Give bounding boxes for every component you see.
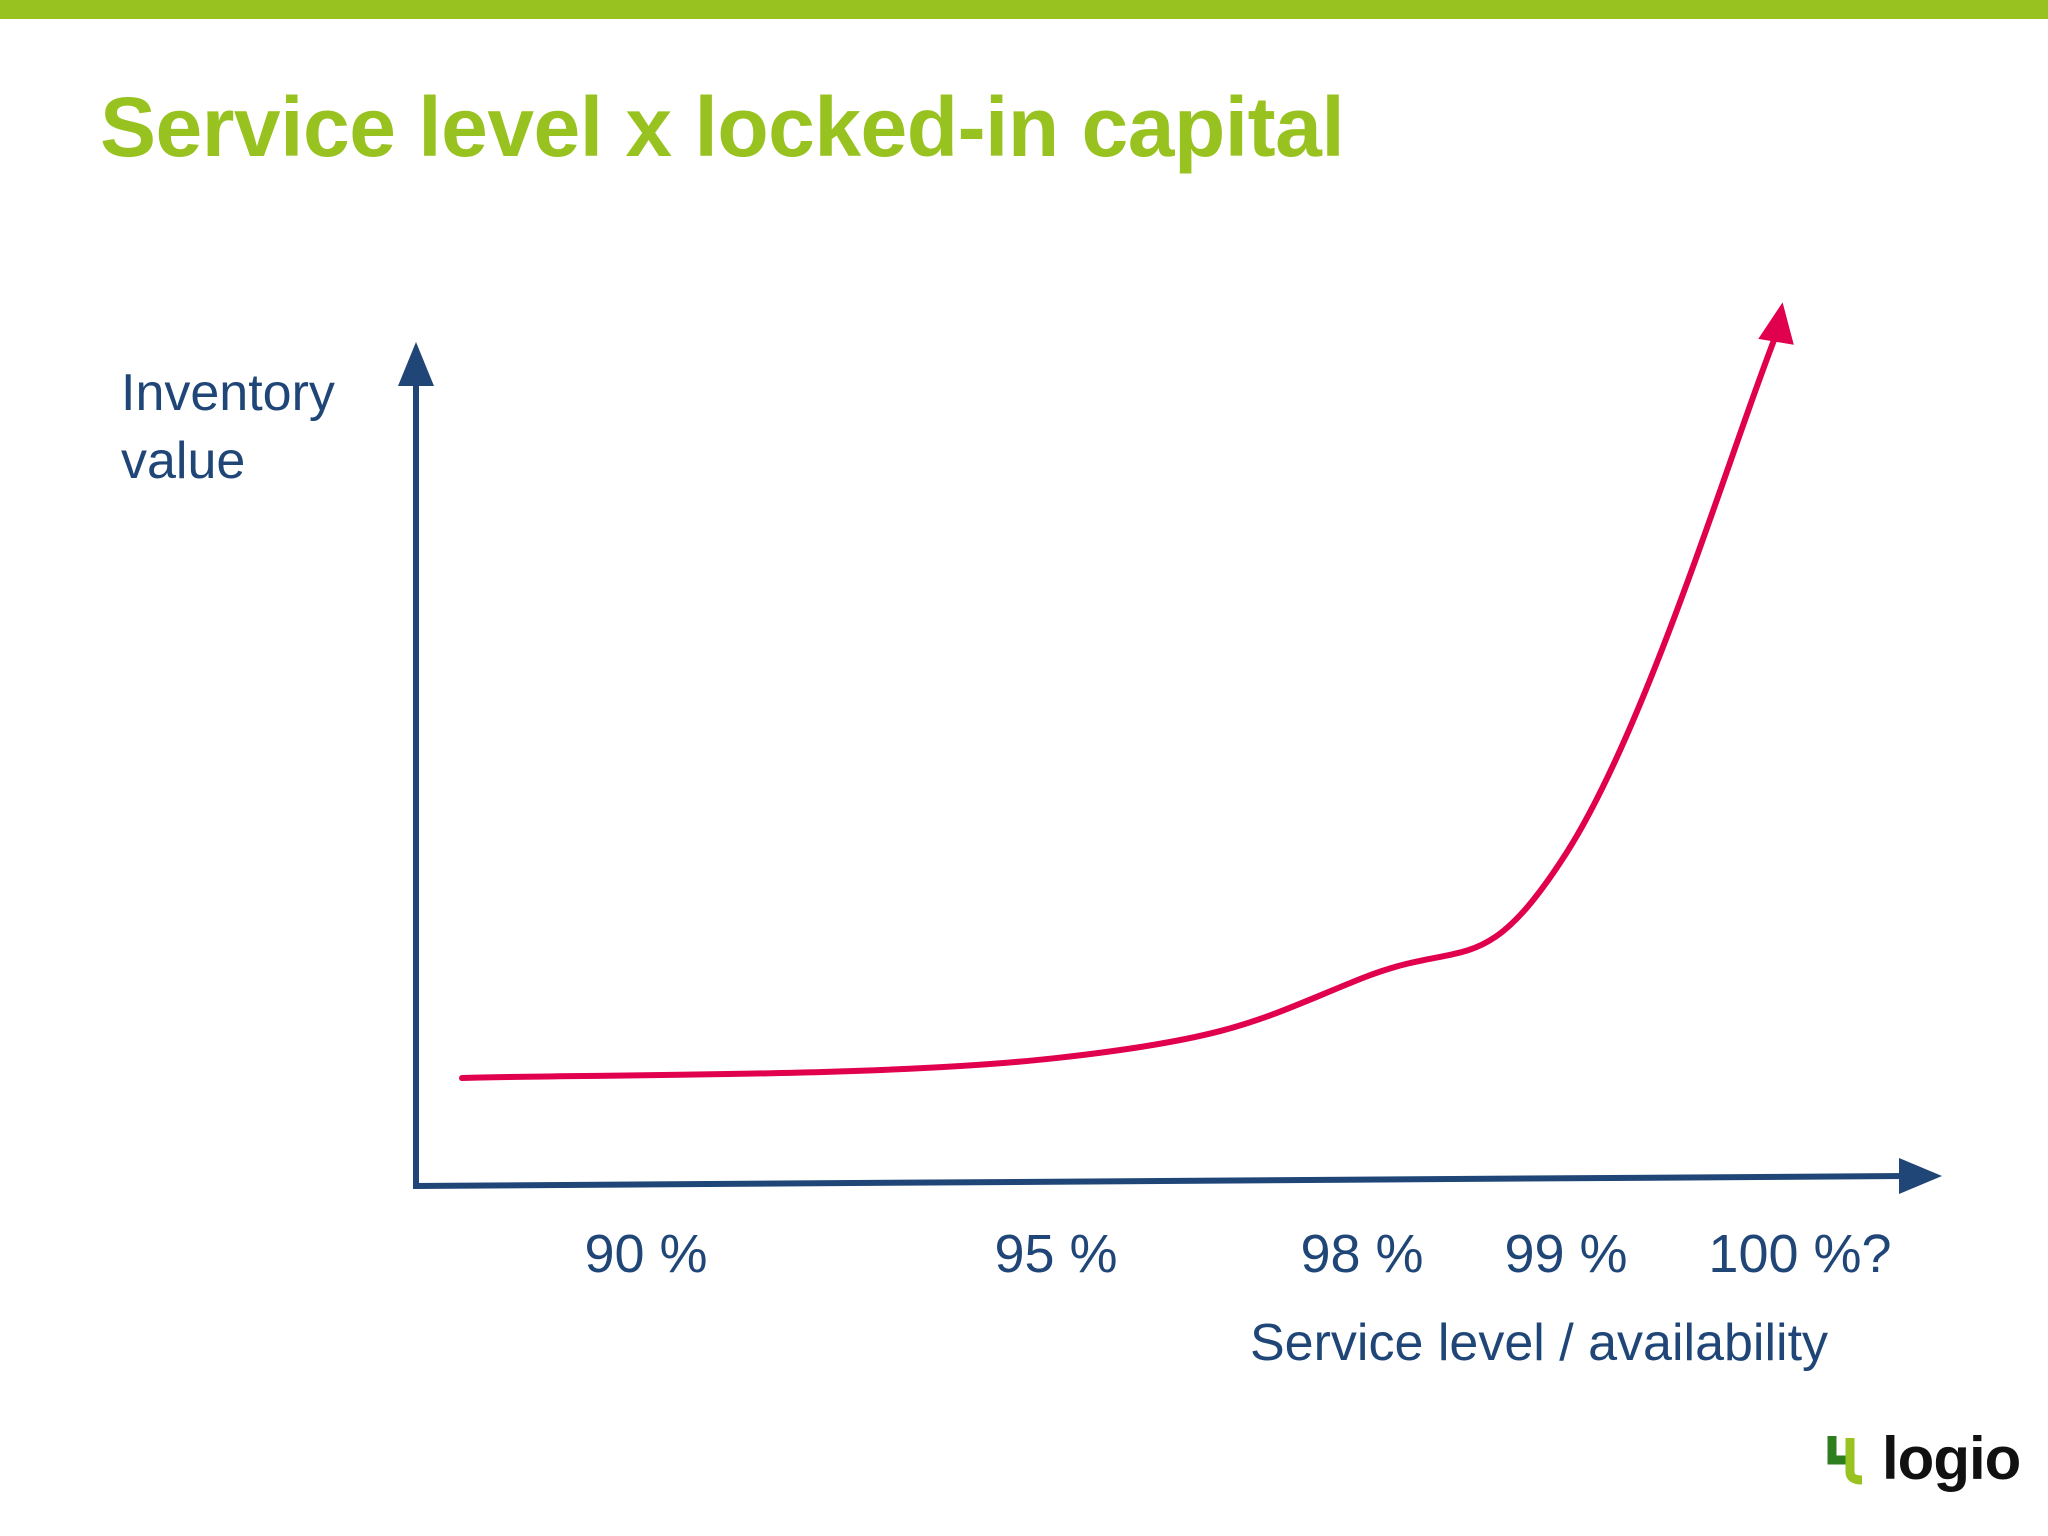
curve-arrowhead-icon: [1758, 302, 1794, 345]
series-curve-group: [459, 302, 1794, 1081]
x-tick-label: 95 %: [994, 1224, 1117, 1284]
x-tick-label: 98 %: [1300, 1224, 1423, 1284]
x-axis-label: Service level / availability: [1250, 1314, 1829, 1372]
x-tick-label: 99 %: [1504, 1224, 1627, 1284]
chart-axes: [398, 342, 1942, 1194]
axis-arrow-right-icon: [1899, 1158, 1942, 1194]
axis-arrow-up-icon: [398, 342, 434, 386]
logio-wordmark: logio: [1882, 1425, 2021, 1492]
x-tick-label: 90 %: [584, 1224, 707, 1284]
x-tick-labels: 90 % 95 % 98 % 99 % 100 %?: [584, 1224, 1891, 1284]
inventory-value-curve: [459, 327, 1781, 1081]
y-axis-label-line-2: value: [121, 432, 246, 490]
x-axis-line: [412, 1173, 1907, 1189]
x-tick-label: 100 %?: [1708, 1224, 1891, 1284]
y-axis-label-line-1: Inventory: [121, 364, 335, 422]
logio-4-mark-icon: [1827, 1436, 1863, 1485]
logio-logo: logio: [1826, 1425, 2021, 1498]
top-accent-bar: [0, 0, 2048, 19]
page-title: Service level x locked-in capital: [100, 80, 1345, 174]
